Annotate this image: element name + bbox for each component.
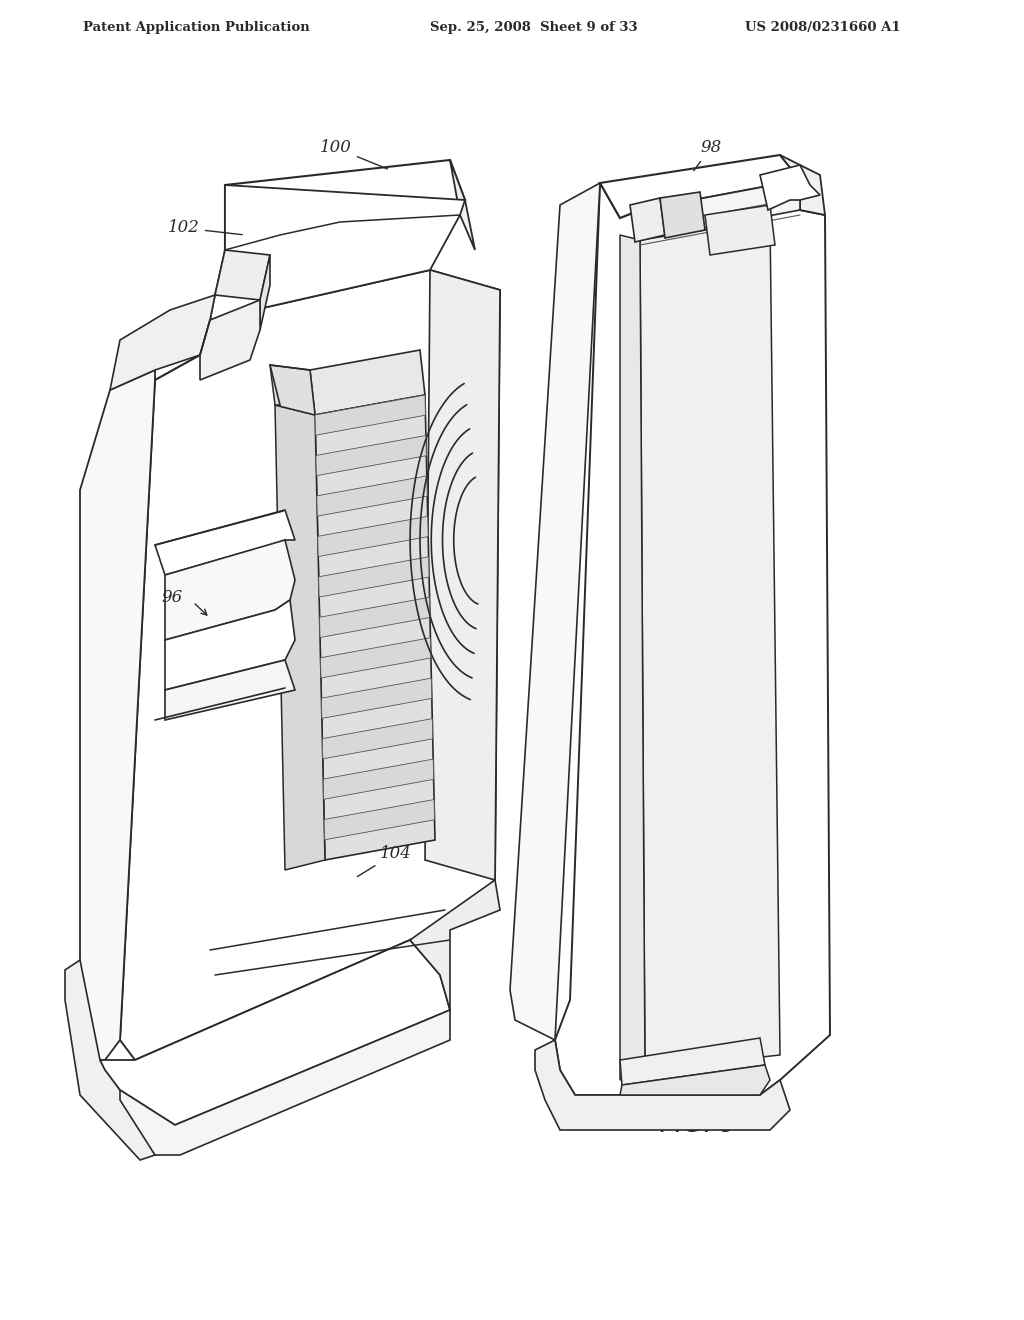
Polygon shape [450,160,475,249]
Text: 98: 98 [693,140,721,170]
Polygon shape [317,516,428,557]
Polygon shape [155,510,295,576]
Polygon shape [322,678,432,718]
Polygon shape [324,800,434,840]
Polygon shape [535,1040,790,1130]
Polygon shape [110,294,215,389]
Polygon shape [620,235,645,1080]
Polygon shape [275,405,325,870]
Polygon shape [705,205,775,255]
Polygon shape [640,220,780,1071]
Polygon shape [100,940,450,1125]
Polygon shape [80,370,155,1060]
Polygon shape [410,880,500,1010]
Polygon shape [210,185,465,319]
Polygon shape [310,350,425,414]
Text: US 2008/0231660 A1: US 2008/0231660 A1 [745,21,901,33]
Text: 104: 104 [357,845,412,876]
Polygon shape [323,718,433,759]
Polygon shape [321,638,431,678]
Polygon shape [555,180,830,1096]
Polygon shape [630,198,665,242]
Polygon shape [200,300,260,380]
Polygon shape [315,395,425,436]
Polygon shape [270,366,315,414]
Polygon shape [165,540,295,640]
Polygon shape [324,759,433,800]
Polygon shape [316,436,426,475]
Polygon shape [165,601,295,690]
Polygon shape [316,477,427,516]
Text: 100: 100 [321,140,387,169]
Polygon shape [318,557,429,597]
Polygon shape [640,180,800,240]
Polygon shape [760,165,820,210]
Polygon shape [65,960,155,1160]
Text: Sep. 25, 2008  Sheet 9 of 33: Sep. 25, 2008 Sheet 9 of 33 [430,21,638,33]
Polygon shape [620,1038,765,1085]
Polygon shape [780,154,825,215]
Polygon shape [215,249,270,300]
Polygon shape [260,255,270,330]
Polygon shape [620,1065,770,1096]
Polygon shape [600,154,800,218]
Text: 96: 96 [162,590,183,606]
Text: FIG. 9: FIG. 9 [660,1111,737,1138]
Polygon shape [425,271,500,880]
Polygon shape [315,395,435,861]
Polygon shape [120,271,500,1060]
Polygon shape [120,1010,450,1155]
Text: 102: 102 [168,219,243,236]
Polygon shape [225,160,465,249]
Text: Patent Application Publication: Patent Application Publication [83,21,309,33]
Polygon shape [660,191,705,238]
Polygon shape [165,660,295,719]
Polygon shape [319,597,430,638]
Polygon shape [510,183,600,1040]
